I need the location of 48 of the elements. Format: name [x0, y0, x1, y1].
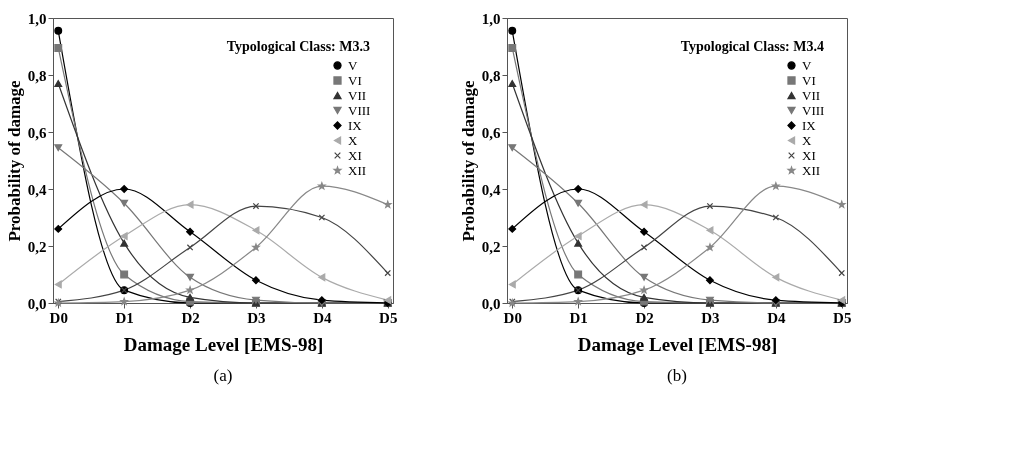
y-axis-title: Probability of damage — [4, 79, 24, 242]
y-tick-label: 0,2 — [27, 238, 47, 255]
y-axis-title: Probability of damage — [458, 79, 478, 242]
legend-label: XI — [348, 147, 362, 163]
x-tick-label: D1 — [569, 309, 588, 326]
x-tick-label: D2 — [181, 309, 200, 326]
x-tick-label: D4 — [767, 309, 786, 326]
y-tick-label: 0,0 — [27, 295, 47, 312]
legend-label: IX — [348, 117, 363, 133]
legend-label: VII — [348, 87, 367, 103]
x-tick-label: D5 — [379, 309, 398, 326]
x-tick-label: D3 — [701, 309, 720, 326]
legend-label: VI — [802, 72, 816, 88]
x-tick-label: D0 — [49, 309, 68, 326]
y-tick-label: 0,4 — [27, 181, 47, 198]
legend-label: VIII — [802, 102, 825, 118]
legend-label: X — [348, 132, 358, 148]
y-tick-label: 1,0 — [27, 10, 47, 27]
text: (b) — [667, 366, 687, 385]
x-axis-title: Damage Level [EMS-98] — [577, 333, 778, 355]
x-tick-label: D2 — [635, 309, 654, 326]
legend-label: XII — [802, 162, 821, 178]
legend-label: XII — [348, 162, 367, 178]
y-tick-label: 0,2 — [481, 238, 501, 255]
y-tick-label: 1,0 — [481, 10, 501, 27]
legend-title: Typological Class: M3.3 — [226, 39, 370, 54]
legend-label: X — [802, 132, 812, 148]
legend-label: VIII — [348, 102, 371, 118]
legend-label: XI — [802, 147, 816, 163]
y-tick-label: 0,8 — [481, 67, 501, 84]
legend-label: V — [802, 57, 812, 73]
legend-label: IX — [802, 117, 817, 133]
y-tick-label: 0,6 — [27, 124, 47, 141]
x-tick-label: D5 — [833, 309, 852, 326]
x-tick-label: D3 — [247, 309, 266, 326]
y-tick-label: 0,6 — [481, 124, 501, 141]
text: (a) — [213, 366, 233, 385]
y-tick-label: 0,0 — [481, 295, 501, 312]
legend-label: VI — [348, 72, 362, 88]
x-tick-label: D1 — [115, 309, 134, 326]
y-tick-label: 0,4 — [481, 181, 501, 198]
legend-title: Typological Class: M3.4 — [680, 39, 824, 54]
x-tick-label: D0 — [503, 309, 522, 326]
x-axis-title: Damage Level [EMS-98] — [123, 333, 324, 355]
y-tick-label: 0,8 — [27, 67, 47, 84]
x-tick-label: D4 — [313, 309, 332, 326]
legend-label: V — [348, 57, 358, 73]
legend-label: VII — [802, 87, 821, 103]
